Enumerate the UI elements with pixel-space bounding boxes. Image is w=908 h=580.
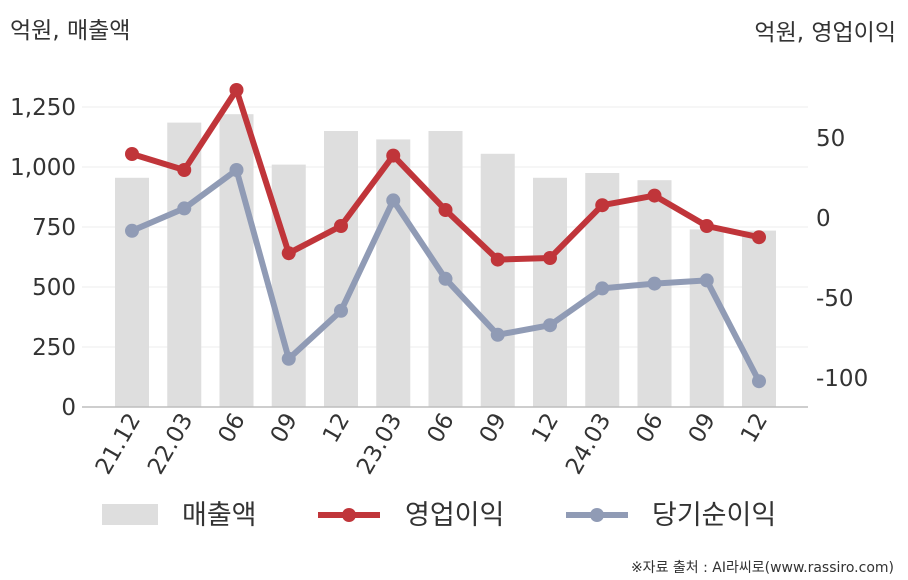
net-income-point bbox=[229, 163, 244, 177]
operating-profit-point bbox=[438, 203, 453, 217]
profit-lines bbox=[125, 83, 766, 389]
legend-revenue-label: 매출액 bbox=[182, 500, 257, 531]
legend-operating-profit-label: 영업이익 bbox=[405, 500, 504, 531]
right-tick-label: -100 bbox=[816, 366, 868, 392]
net-income-point bbox=[647, 276, 662, 291]
net-income-point bbox=[281, 351, 296, 366]
revenue-bar bbox=[324, 131, 358, 407]
source-note: ※자료 출처 : AI라씨로(www.rassiro.com) bbox=[631, 560, 894, 576]
operating-profit-point bbox=[281, 246, 296, 261]
left-tick-label: 500 bbox=[32, 275, 76, 301]
revenue-bar bbox=[115, 177, 149, 407]
net-income-point bbox=[752, 374, 766, 389]
legend-operating-profit-marker bbox=[342, 508, 356, 522]
revenue-bar bbox=[376, 139, 411, 407]
x-tick-label: 22.03 bbox=[143, 409, 198, 479]
revenue-bar bbox=[689, 229, 724, 407]
operating-profit-point bbox=[386, 148, 401, 163]
net-income-point bbox=[543, 318, 557, 333]
x-tick-label: 09 bbox=[684, 409, 721, 447]
left-tick-label: 750 bbox=[32, 215, 76, 241]
x-tick-label: 09 bbox=[475, 409, 512, 447]
net-income-point bbox=[125, 223, 139, 238]
operating-profit-point bbox=[595, 198, 610, 213]
left-tick-label: 1,000 bbox=[10, 155, 76, 181]
x-tick-label: 21.12 bbox=[91, 409, 146, 479]
left-tick-label: 250 bbox=[32, 335, 76, 361]
operating-profit-point bbox=[543, 251, 557, 265]
left-axis-ticks: 0 250 500 750 1,000 1,250 bbox=[10, 95, 76, 421]
operating-profit-point bbox=[229, 83, 244, 97]
net-income-point bbox=[490, 327, 505, 342]
x-tick-label: 06 bbox=[423, 409, 460, 447]
right-axis-ticks: -100 -50 0 50 bbox=[816, 126, 868, 392]
left-tick-label: 1,250 bbox=[10, 95, 76, 121]
x-tick-label: 23.03 bbox=[352, 409, 407, 479]
operating-profit-point bbox=[647, 188, 662, 203]
net-income-point bbox=[595, 281, 610, 296]
x-tick-label: 12 bbox=[736, 409, 773, 447]
net-income-point bbox=[699, 273, 714, 288]
revenue-bar bbox=[219, 114, 254, 407]
legend-net-income-marker bbox=[590, 508, 604, 522]
x-tick-label: 24.03 bbox=[561, 409, 616, 479]
right-tick-label: -50 bbox=[816, 286, 854, 312]
left-tick-label: 0 bbox=[61, 395, 76, 421]
operating-profit-point bbox=[752, 230, 766, 245]
net-income-point bbox=[386, 193, 401, 208]
net-income-point bbox=[177, 201, 192, 216]
net-income-point bbox=[438, 271, 453, 286]
legend-revenue-swatch bbox=[102, 504, 158, 525]
right-tick-label: 50 bbox=[816, 126, 845, 152]
operating-profit-point bbox=[177, 163, 192, 177]
x-tick-label: 06 bbox=[214, 409, 251, 447]
revenue-bar bbox=[533, 177, 567, 407]
operating-profit-point bbox=[699, 219, 714, 233]
operating-profit-point bbox=[125, 147, 139, 161]
x-tick-label: 09 bbox=[266, 409, 303, 447]
x-tick-label: 06 bbox=[632, 409, 669, 447]
x-tick-label: 12 bbox=[527, 409, 564, 447]
right-axis-unit-label: 억원, 영업이익 bbox=[754, 20, 896, 46]
revenue-bar bbox=[271, 164, 306, 407]
revenue-bar bbox=[480, 153, 515, 407]
legend-net-income-label: 당기순이익 bbox=[652, 500, 776, 531]
revenue-bar bbox=[428, 131, 463, 407]
left-axis-unit-label: 억원, 매출액 bbox=[10, 18, 130, 44]
operating-profit-point bbox=[334, 219, 348, 233]
right-tick-label: 0 bbox=[816, 206, 831, 232]
revenue-bars bbox=[115, 114, 776, 407]
net-income-point bbox=[334, 303, 348, 318]
revenue-bar bbox=[637, 180, 672, 407]
operating-profit-point bbox=[490, 252, 505, 267]
x-tick-label: 12 bbox=[318, 409, 355, 447]
legend: 매출액 영업이익 당기순이익 bbox=[102, 500, 776, 531]
